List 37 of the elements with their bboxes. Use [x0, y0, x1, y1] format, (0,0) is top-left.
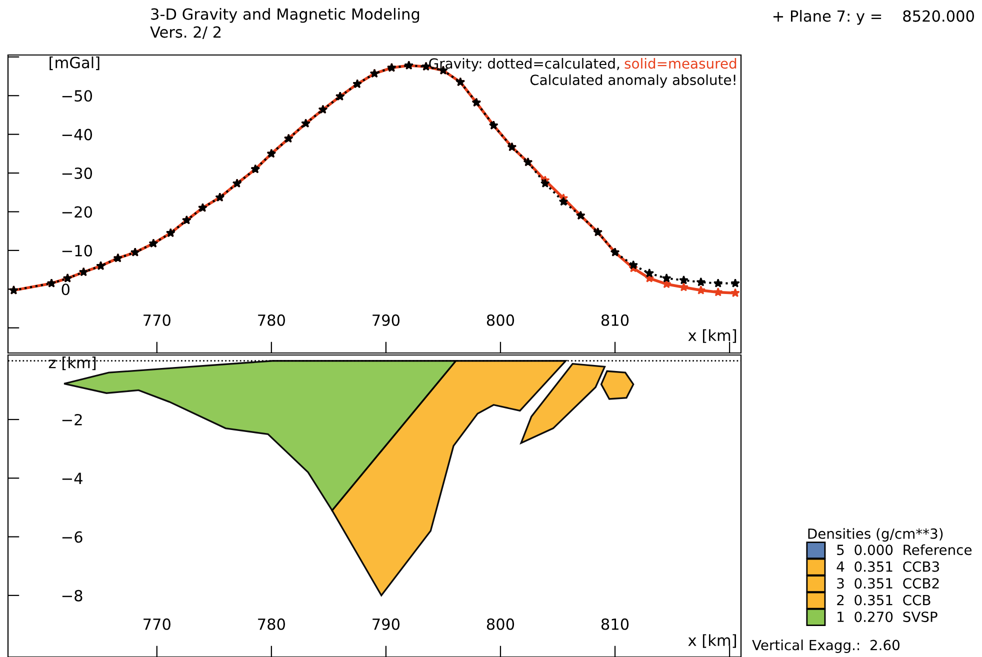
x-tick-label: 790	[372, 618, 400, 630]
y-tick-label: −2	[62, 414, 82, 426]
chart-title: 3-D Gravity and Magnetic Modeling	[151, 8, 420, 23]
x-tick-label: 780	[258, 618, 285, 630]
legend-label: 4 0.351 CCB3	[836, 561, 939, 572]
text: + Plane 7: y = 8520.000	[773, 10, 974, 25]
y-tick-label: −50	[62, 90, 92, 102]
x-tick-label: 810	[601, 618, 629, 630]
y-tick-label: −6	[62, 531, 82, 543]
y-tick-label: −20	[62, 206, 92, 218]
x-tick-label: 770	[144, 314, 170, 326]
annotation: Calculated anomaly absolute!	[530, 74, 736, 88]
legend-title: Densities (g/cm**3)	[808, 528, 943, 542]
x-tick-label: 800	[486, 314, 514, 326]
y-axis-title: z [km]	[48, 356, 96, 370]
y-tick-label: −10	[62, 244, 92, 256]
y-tick-label: −4	[62, 472, 82, 484]
legend-label: 1 0.270 SVSP	[838, 612, 938, 622]
y-axis-title: [mGal]	[50, 56, 100, 70]
legend-label: 5 0.000 Reference	[837, 544, 972, 556]
y-tick-label: −40	[62, 128, 92, 140]
legend-label: 2 0.351 CCB	[837, 594, 930, 606]
y-tick-label: 0	[62, 284, 70, 296]
x-tick-label: 780	[258, 314, 285, 326]
x-axis-title: x [km]	[688, 634, 736, 648]
y-tick-label: −30	[62, 168, 92, 180]
text: Vertical Exagg.: 2.60	[752, 640, 900, 653]
legend-label: 3 0.351 CCB2	[837, 578, 939, 589]
x-tick-label: 810	[601, 314, 629, 326]
x-tick-label: 770	[144, 618, 170, 630]
x-tick-label: 800	[486, 618, 514, 630]
x-axis-title: x [km]	[688, 329, 736, 343]
annotation: Gravity: dotted=calculated,	[429, 58, 620, 72]
chart-subtitle: Vers. 2/ 2	[150, 26, 221, 40]
y-tick-label: −8	[62, 590, 82, 602]
annotation: solid=measured	[624, 58, 736, 69]
x-tick-label: 790	[372, 314, 400, 326]
